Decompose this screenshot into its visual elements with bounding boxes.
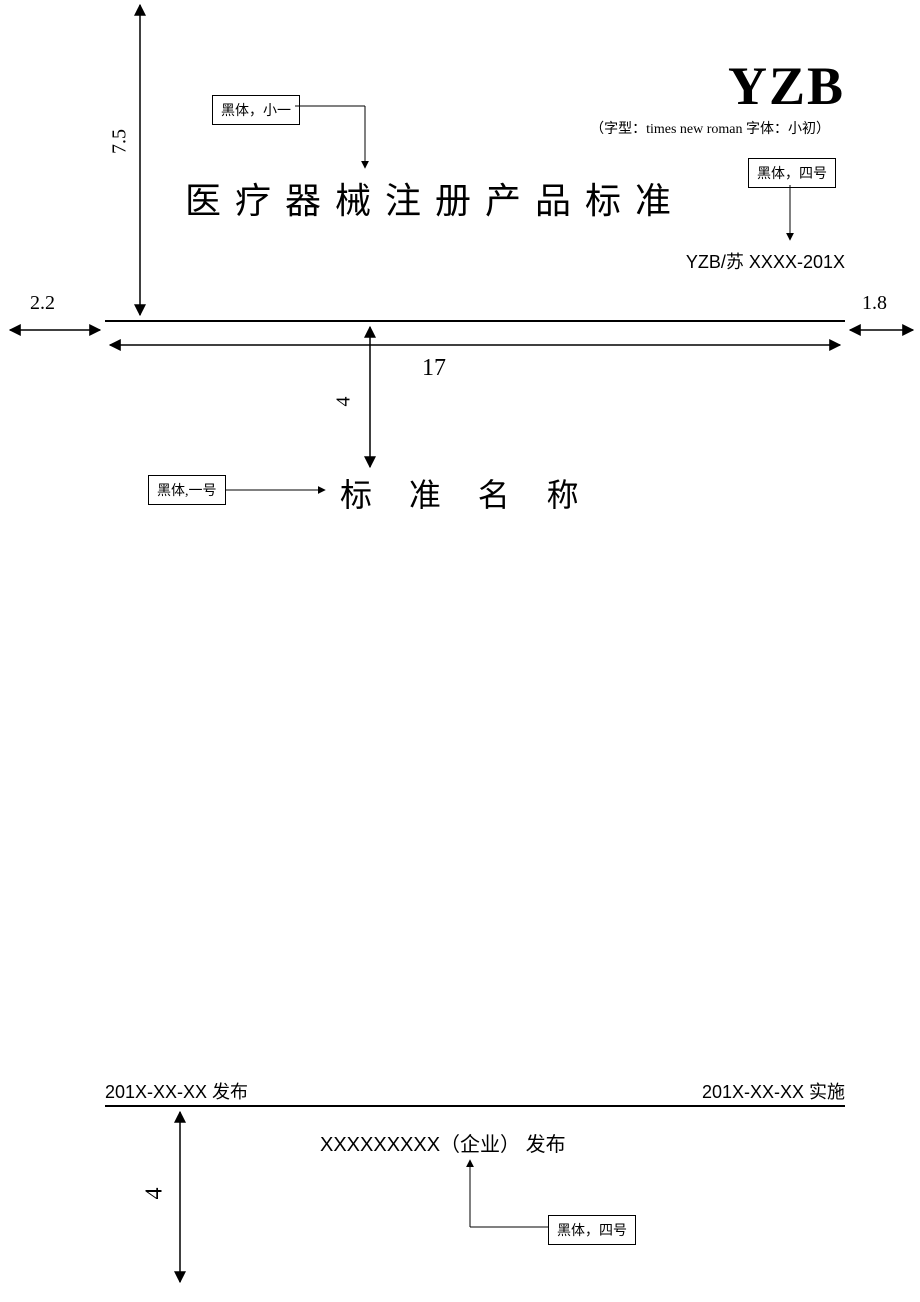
yzb-font-note: （字型：times new roman 字体：小初）	[590, 118, 830, 138]
publisher-line: XXXXXXXXX（企业） 发布	[320, 1128, 566, 1157]
publish-date: 201X-XX-XX 发布	[105, 1078, 248, 1104]
dim-midgap-arrow	[360, 322, 380, 472]
dim-right-label: 1.8	[862, 292, 887, 315]
dim-width-arrow	[105, 335, 845, 355]
callout-name-font: 黑体,一号	[148, 475, 226, 505]
callout-title-leader	[295, 106, 375, 176]
callout-title-font: 黑体，小一	[212, 95, 300, 125]
callout-publisher-font: 黑体，四号	[548, 1215, 636, 1245]
main-title: 医疗器械注册产品标准	[185, 172, 685, 224]
dim-bottom-label: 4	[142, 1174, 169, 1214]
dim-midgap-label: 4	[333, 382, 356, 422]
dim-right-arrow	[845, 320, 920, 340]
standard-name: 标 准 名 称	[340, 470, 593, 516]
top-horizontal-rule	[105, 320, 845, 322]
dim-width-label: 17	[422, 355, 446, 382]
standard-code: YZB/苏 XXXX-201X	[686, 248, 845, 274]
yzb-logo: YZB	[728, 55, 845, 117]
dim-left-arrow	[5, 320, 105, 340]
bottom-horizontal-rule	[105, 1105, 845, 1107]
dim-left-label: 2.2	[30, 292, 55, 315]
dim-bottom-arrow	[170, 1107, 190, 1287]
dim-top-label: 7.5	[109, 122, 132, 162]
dim-top-arrow	[130, 0, 150, 320]
callout-publisher-leader	[470, 1155, 550, 1230]
callout-code-font: 黑体，四号	[748, 158, 836, 188]
callout-name-leader	[225, 480, 330, 500]
callout-code-leader	[780, 185, 800, 245]
implement-date: 201X-XX-XX 实施	[702, 1078, 845, 1104]
